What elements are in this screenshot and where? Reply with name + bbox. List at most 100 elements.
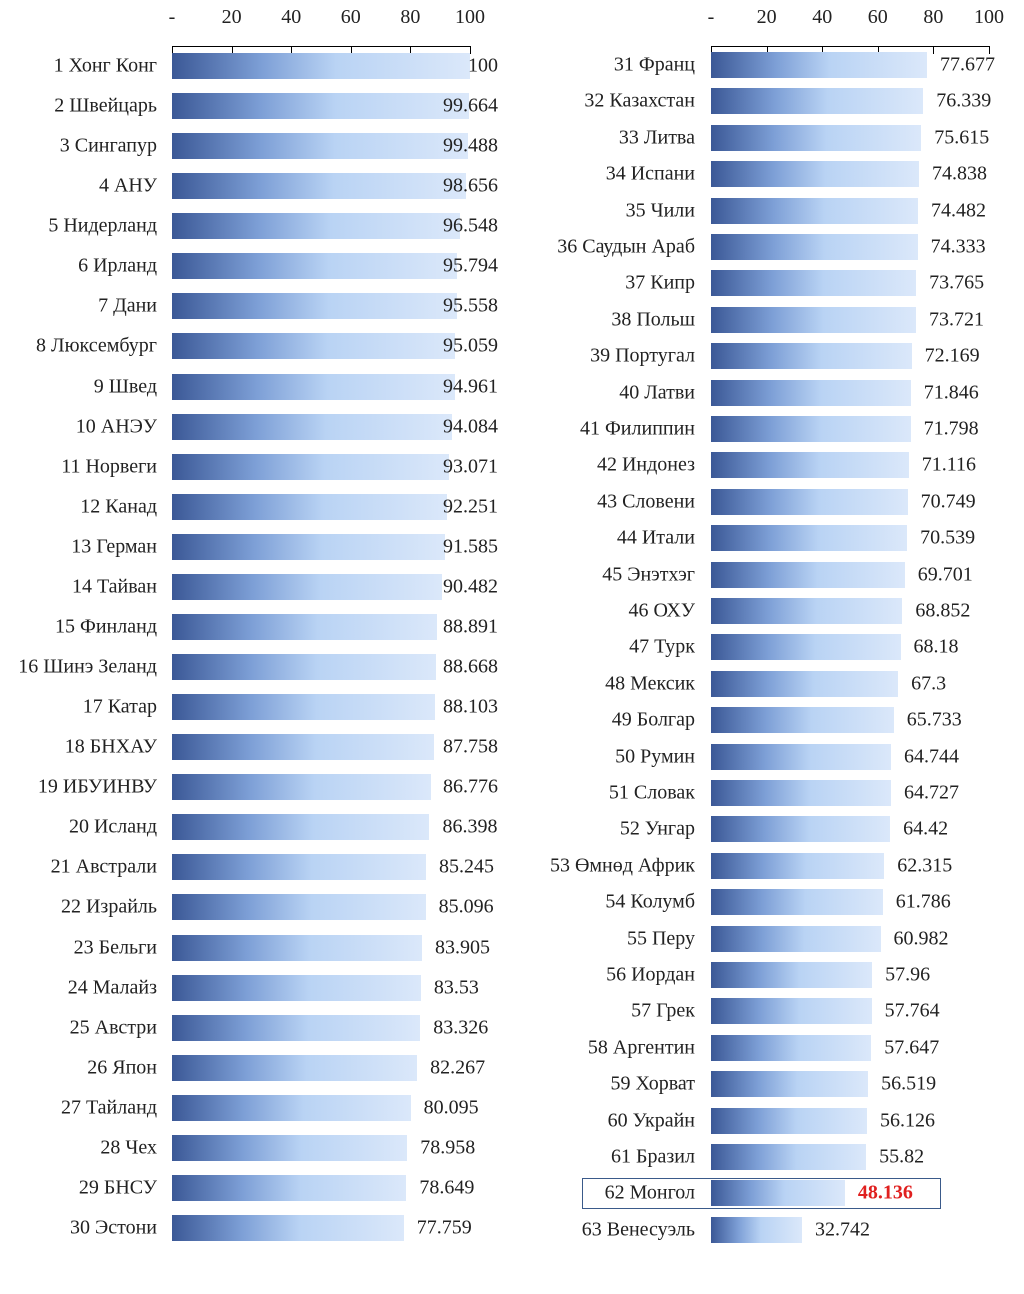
- value-label: 65.733: [906, 708, 962, 731]
- bar: [172, 613, 437, 640]
- bar: [711, 962, 873, 988]
- bar: [172, 734, 434, 761]
- category-label: 16 Шинэ Зеланд: [18, 655, 157, 678]
- bar: [711, 52, 927, 78]
- category-label: 34 Испани: [605, 162, 695, 185]
- x-axis-tick: [470, 46, 471, 54]
- value-label: 78.649: [419, 1176, 475, 1199]
- bar: [172, 493, 447, 520]
- category-label: 49 Болгар: [611, 708, 695, 731]
- value-label: 92.251: [443, 495, 498, 518]
- category-label: 63 Венесуэль: [581, 1218, 695, 1241]
- value-label: 86.398: [442, 815, 498, 838]
- category-label: 51 Словак: [608, 781, 695, 804]
- value-label: 83.53: [433, 976, 479, 999]
- category-label: 54 Колумб: [605, 890, 695, 913]
- x-axis-tick: [172, 46, 173, 54]
- category-label: 26 Япон: [87, 1056, 157, 1079]
- category-label: 24 Малайз: [67, 976, 157, 999]
- value-label: 95.059: [443, 334, 498, 357]
- bar: [711, 525, 908, 552]
- value-label: 88.103: [443, 695, 498, 718]
- category-label: 47 Турк: [629, 635, 695, 658]
- x-tick-label: 80: [923, 6, 944, 28]
- value-label: 74.838: [932, 162, 988, 185]
- bar: [711, 598, 903, 624]
- value-label: 62.315: [897, 854, 953, 877]
- category-label: 22 Израйль: [60, 895, 157, 918]
- value-label: 64.42: [903, 817, 949, 840]
- bar: [172, 1174, 407, 1201]
- category-label: 23 Бельги: [73, 936, 157, 959]
- value-label: 55.82: [879, 1145, 925, 1168]
- x-axis-tick: [822, 46, 824, 54]
- category-label: 40 Латви: [619, 381, 695, 404]
- bar: [172, 173, 466, 200]
- category-label: 30 Эстони: [70, 1216, 157, 1239]
- value-label: 71.846: [923, 381, 979, 404]
- category-label: 7 Дани: [98, 294, 157, 317]
- bar: [711, 379, 911, 406]
- value-label: 88.668: [443, 655, 498, 678]
- value-label: 71.798: [923, 417, 979, 440]
- category-label: 41 Филиппин: [580, 417, 695, 440]
- category-label: 5 Нидерланд: [48, 214, 157, 237]
- category-label: 42 Индонез: [596, 453, 695, 476]
- category-label: 9 Швед: [93, 375, 157, 398]
- bar: [172, 373, 455, 400]
- category-label: 43 Словени: [597, 490, 695, 513]
- value-label: 88.891: [443, 615, 498, 638]
- category-label: 35 Чили: [625, 199, 695, 222]
- value-label: 73.721: [928, 308, 984, 331]
- value-label: 85.096: [438, 895, 494, 918]
- value-label: 75.615: [934, 126, 990, 149]
- bar: [711, 197, 919, 224]
- value-label: 96.548: [443, 214, 498, 237]
- bar: [711, 1107, 868, 1134]
- bar: [172, 854, 427, 881]
- bar: [172, 694, 435, 721]
- x-axis-tick: [766, 46, 768, 54]
- value-label: 78.958: [420, 1136, 476, 1159]
- bar: [711, 998, 872, 1025]
- category-label: 1 Хонг Конг: [53, 54, 157, 77]
- value-label: 57.647: [884, 1036, 940, 1059]
- bar: [172, 573, 442, 600]
- value-label: 83.326: [433, 1016, 489, 1039]
- x-tick-label: 60: [867, 6, 888, 28]
- bar: [711, 88, 924, 115]
- bar: [711, 780, 891, 806]
- bar: [711, 889, 883, 916]
- value-label: 94.084: [443, 415, 498, 438]
- bar: [172, 1215, 404, 1242]
- bar: [172, 213, 460, 240]
- category-label: 25 Австри: [69, 1016, 157, 1039]
- value-label: 98.656: [443, 174, 498, 197]
- category-label: 11 Норвеги: [61, 455, 157, 478]
- value-label: 32.742: [815, 1218, 871, 1241]
- category-label: 12 Канад: [80, 495, 157, 518]
- value-label: 61.786: [895, 890, 951, 913]
- x-tick-label: 40: [281, 6, 302, 28]
- x-tick-label: 100: [455, 6, 485, 28]
- value-label: 73.765: [929, 271, 985, 294]
- bar: [172, 1094, 411, 1121]
- x-axis-line: [172, 46, 470, 47]
- bar: [711, 306, 916, 333]
- bar: [172, 1134, 408, 1161]
- category-label: 20 Исланд: [68, 815, 157, 838]
- category-label: 15 Финланд: [55, 615, 157, 638]
- bar: [172, 333, 456, 360]
- x-tick-label: 40: [812, 6, 833, 28]
- x-tick-label: 20: [221, 6, 242, 28]
- value-label: 48.136: [857, 1181, 913, 1204]
- value-label: 64.744: [903, 745, 959, 768]
- x-tick-label: 80: [400, 6, 421, 28]
- category-label: 33 Литва: [618, 126, 695, 149]
- category-label: 44 Итали: [616, 526, 695, 549]
- value-label: 70.749: [920, 490, 976, 513]
- category-label: 19 ИБУИНВУ: [37, 775, 157, 798]
- bar: [172, 774, 431, 801]
- category-label: 56 Иордан: [606, 963, 695, 986]
- bar: [711, 925, 881, 952]
